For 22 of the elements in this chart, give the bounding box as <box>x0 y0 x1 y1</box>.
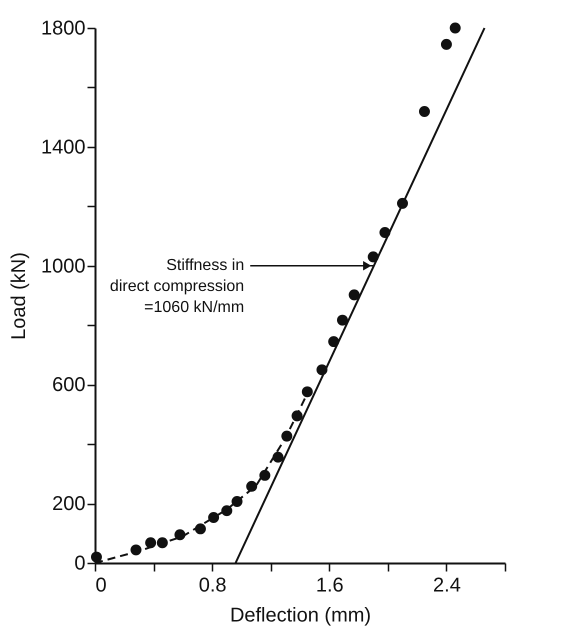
x-tick-label: 0.8 <box>198 574 227 596</box>
x-tick-label: 0 <box>96 574 107 596</box>
point <box>336 314 348 326</box>
y-tick-label: 1000 <box>41 255 86 278</box>
x-tick-label: 1.6 <box>316 574 344 596</box>
y-tick-label: 1800 <box>41 18 86 40</box>
y-tick-label: 1400 <box>41 136 86 158</box>
annotation: Stiffness in direct compression =1060 kN/mm <box>110 256 244 316</box>
point <box>348 289 360 300</box>
point <box>272 452 284 463</box>
point <box>418 106 430 117</box>
x-axis-title: Deflection (mm) <box>230 604 372 626</box>
x-tick-label: 2.4 <box>433 574 461 596</box>
point <box>90 552 102 563</box>
y-tick-label: 200 <box>52 493 86 516</box>
y-axis-title: Load (kN) <box>8 252 30 340</box>
point <box>145 537 156 548</box>
point <box>440 38 452 50</box>
point <box>302 386 313 398</box>
y-tick-label: 600 <box>52 374 86 396</box>
y-tick-label: 0 <box>74 552 86 574</box>
point <box>450 22 461 34</box>
